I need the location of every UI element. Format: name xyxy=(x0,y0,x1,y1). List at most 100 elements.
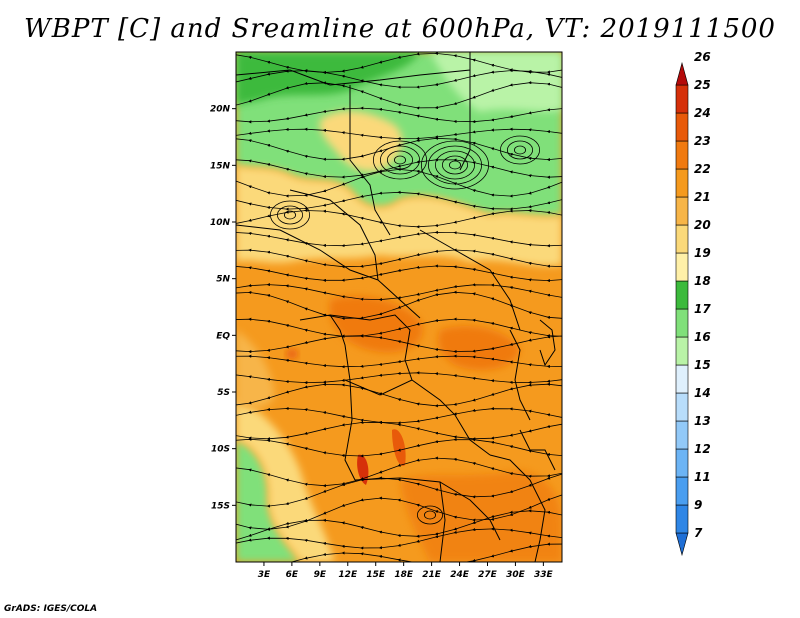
colorbar-swatch xyxy=(675,280,689,310)
colorbar-swatch xyxy=(675,420,689,450)
streamline xyxy=(236,248,562,269)
streamline-swirl xyxy=(434,150,475,180)
y-tick-label: 5S xyxy=(217,388,230,398)
colorbar-label: 15 xyxy=(694,358,711,372)
colorbar-label: 12 xyxy=(694,442,711,456)
borders xyxy=(236,52,556,562)
border-segment xyxy=(299,314,356,481)
x-tick-label: 12E xyxy=(338,570,358,580)
y-tick-label: 10S xyxy=(211,445,230,455)
streamline-swirl xyxy=(372,140,427,180)
colorbar-label: 20 xyxy=(694,218,711,232)
streamline-swirl xyxy=(514,145,527,155)
colorbar-top-arrow xyxy=(675,61,689,86)
border-segment xyxy=(439,481,501,541)
border-segment xyxy=(509,329,531,421)
streamline xyxy=(236,420,562,441)
colorbar-swatch xyxy=(675,504,689,534)
colorbar-swatch xyxy=(675,224,689,254)
colorbar-swatch xyxy=(675,336,689,366)
streamlines xyxy=(236,52,562,562)
streamline-swirl xyxy=(276,205,303,225)
colorbar-label: 14 xyxy=(694,386,711,400)
colorbar-label: 21 xyxy=(694,190,711,204)
x-tick-label: 30E xyxy=(506,570,526,580)
colorbar-label: 24 xyxy=(694,106,711,120)
streamline-swirl xyxy=(416,505,443,525)
streamline-swirl xyxy=(499,135,540,165)
x-tick-label: 21E xyxy=(422,570,442,580)
streamline xyxy=(236,354,562,369)
colorbar-label: 7 xyxy=(694,526,703,540)
streamline xyxy=(236,81,562,110)
streamline xyxy=(236,106,562,124)
y-tick-label: 15S xyxy=(211,501,230,511)
colorbar-label: 11 xyxy=(694,470,711,484)
y-tick-label: 15N xyxy=(210,161,231,171)
credit-text: GrADS: IGES/COLA xyxy=(4,604,98,614)
colorbar-swatch xyxy=(675,168,689,198)
streamline-swirl xyxy=(420,140,489,190)
streamline xyxy=(236,208,562,229)
border-segment xyxy=(344,379,413,396)
x-tick-label: 33E xyxy=(534,570,554,580)
streamline xyxy=(236,382,562,408)
streamline-swirl xyxy=(386,150,413,170)
x-tick-label: 24E xyxy=(450,570,470,580)
colorbar-swatch xyxy=(675,112,689,142)
streamline-swirl xyxy=(269,200,310,230)
colorbar-label: 9 xyxy=(694,498,702,512)
streamline-swirl xyxy=(506,140,533,160)
y-tick-label: 10N xyxy=(210,218,231,228)
colorbar-swatch xyxy=(675,392,689,422)
streamline xyxy=(236,136,562,162)
colorbar-label: 22 xyxy=(694,162,711,176)
chart-title: WBPT [C] and Sreamline at 600hPa, VT: 20… xyxy=(24,14,776,44)
streamline xyxy=(236,437,562,458)
colorbar-label: 16 xyxy=(694,330,711,344)
colorbar-label: 17 xyxy=(694,302,711,316)
y-tick-label: 20N xyxy=(210,105,231,115)
streamline xyxy=(236,334,562,354)
streamline xyxy=(236,290,562,321)
y-axis: 20N 15N 10N 5N EQ 5S 10S 15S xyxy=(210,105,236,511)
colorbar-swatch xyxy=(675,196,689,226)
map-frame xyxy=(235,51,563,563)
streamline xyxy=(236,230,562,248)
border-segment xyxy=(377,279,421,319)
colorbar-label: 18 xyxy=(694,274,711,288)
colorbar-label: 19 xyxy=(694,246,711,260)
streamline xyxy=(236,264,562,283)
streamline-swirl xyxy=(393,155,406,165)
colorbar-swatch xyxy=(675,364,689,394)
colorbar-bottom-arrow xyxy=(675,532,689,557)
streamline-swirl xyxy=(448,160,461,170)
streamline-swirl xyxy=(441,155,468,175)
x-tick-label: 15E xyxy=(366,570,386,580)
border-segment xyxy=(539,319,556,367)
border-segment xyxy=(489,454,546,562)
border-segment xyxy=(419,229,521,331)
colorbar-swatch xyxy=(675,448,689,478)
x-tick-label: 6E xyxy=(286,570,299,580)
streamline-swirl xyxy=(427,145,482,185)
streamline-swirl xyxy=(283,210,296,220)
streamline-swirl xyxy=(423,510,436,520)
border-segment xyxy=(289,189,379,281)
streamline-swirl xyxy=(379,145,420,175)
x-tick-label: 27E xyxy=(478,570,498,580)
field-hotspot-west-small xyxy=(286,349,298,359)
colorbar-label: 23 xyxy=(694,134,711,148)
colorbar-swatch xyxy=(675,140,689,170)
colorbar-swatch xyxy=(675,252,689,282)
border-segment xyxy=(349,85,391,236)
y-tick-label: EQ xyxy=(216,331,230,341)
y-tick-label: 5N xyxy=(216,275,230,285)
border-segment xyxy=(519,429,556,471)
border-segment xyxy=(459,70,471,171)
streamline xyxy=(236,371,562,385)
x-tick-label: 9E xyxy=(314,570,327,580)
colorbar: 7 9 11 12 13 14 15 16 17 18 19 20 21 22 23 24 25 26 xyxy=(675,50,711,557)
